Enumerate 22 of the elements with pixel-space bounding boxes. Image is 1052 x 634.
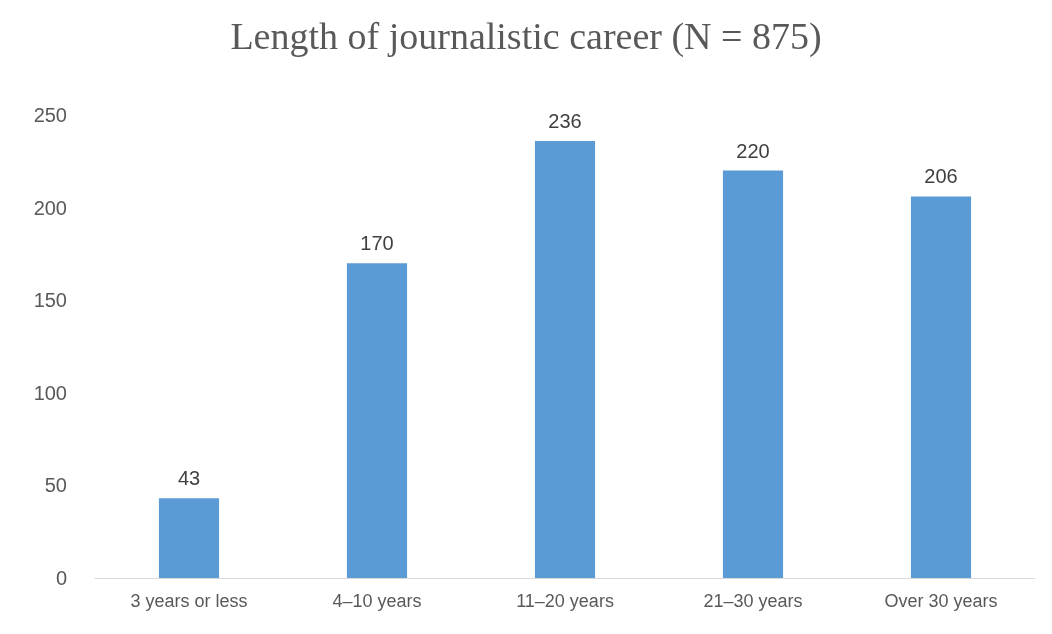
bar bbox=[158, 498, 220, 578]
y-tick-label: 150 bbox=[33, 289, 67, 312]
bar bbox=[346, 263, 408, 578]
y-tick-label: 0 bbox=[55, 567, 67, 589]
data-label: 170 bbox=[360, 232, 394, 255]
y-tick-label: 250 bbox=[33, 104, 67, 126]
y-tick-label: 100 bbox=[33, 381, 67, 404]
data-label: 43 bbox=[177, 467, 201, 490]
bar bbox=[910, 196, 972, 578]
x-tick-label: 11–20 years bbox=[516, 591, 614, 611]
data-label: 206 bbox=[924, 165, 958, 188]
y-tick-label: 50 bbox=[44, 474, 67, 497]
bar bbox=[722, 170, 784, 578]
data-label: 236 bbox=[548, 109, 582, 132]
chart-title: Length of journalistic career (N = 875) bbox=[230, 15, 822, 58]
x-tick-label: Over 30 years bbox=[884, 591, 998, 611]
y-tick-label: 200 bbox=[33, 196, 67, 219]
x-tick-label: 21–30 years bbox=[703, 591, 803, 611]
x-tick-label: 4–10 years bbox=[332, 591, 422, 611]
data-label: 220 bbox=[736, 139, 770, 162]
bar bbox=[534, 140, 596, 578]
x-tick-label: 3 years or less bbox=[130, 591, 248, 611]
